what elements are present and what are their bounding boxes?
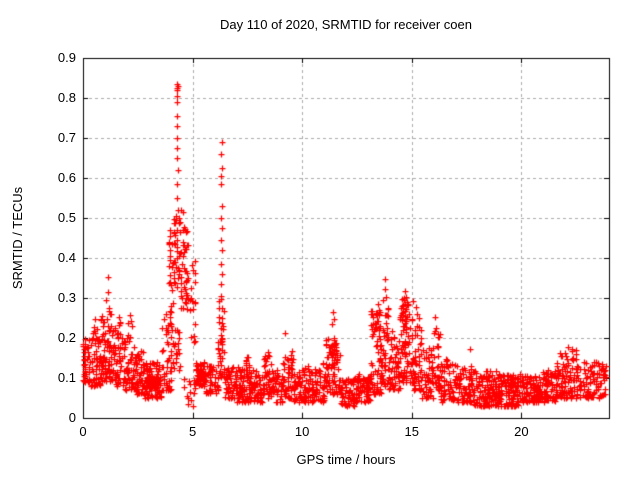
x-axis-label: GPS time / hours: [296, 452, 396, 467]
y-tick-label: 0.3: [57, 290, 76, 305]
x-tick-label: 20: [514, 424, 529, 439]
y-tick-label: 0.6: [57, 170, 76, 185]
y-tick-label: 0.8: [57, 90, 76, 105]
y-tick-label: 0: [68, 410, 76, 425]
x-tick-label: 15: [404, 424, 419, 439]
y-tick-label: 0.7: [57, 130, 76, 145]
chart-title: Day 110 of 2020, SRMTID for receiver coe…: [220, 17, 472, 32]
x-tick-label: 5: [188, 424, 197, 439]
y-tick-label: 0.9: [57, 50, 76, 65]
y-tick-label: 0.4: [57, 250, 76, 265]
y-tick-label: 0.2: [57, 330, 76, 345]
x-tick-label: 0: [79, 424, 87, 439]
y-tick-label: 0.5: [57, 210, 76, 225]
x-tick-label: 10: [294, 424, 310, 439]
y-tick-label: 0.1: [57, 370, 76, 385]
